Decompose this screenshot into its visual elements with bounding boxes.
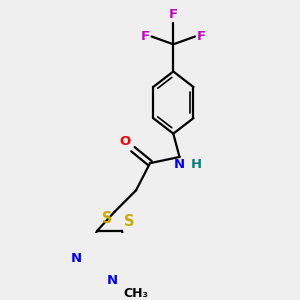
Text: N: N: [70, 252, 82, 265]
Text: O: O: [119, 135, 130, 148]
Text: F: F: [196, 30, 206, 43]
Text: H: H: [190, 158, 202, 171]
Text: CH₃: CH₃: [124, 287, 148, 300]
Text: N: N: [106, 274, 118, 286]
Text: F: F: [169, 8, 178, 21]
Text: F: F: [141, 30, 150, 43]
Text: S: S: [124, 214, 134, 229]
Text: S: S: [102, 211, 113, 226]
Text: N: N: [174, 158, 185, 171]
